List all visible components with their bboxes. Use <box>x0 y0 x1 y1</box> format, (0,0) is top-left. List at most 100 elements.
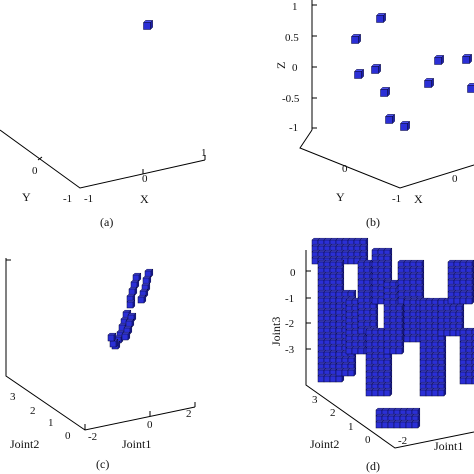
voxel <box>443 329 451 337</box>
voxel <box>471 353 474 361</box>
voxel <box>143 22 151 30</box>
panel-b-points <box>350 12 474 132</box>
voxel <box>380 89 388 97</box>
voxel <box>385 116 393 124</box>
voxel <box>381 421 389 429</box>
panel-c-caption: (c) <box>96 457 109 471</box>
voxel <box>317 375 325 383</box>
voxel <box>419 389 427 397</box>
voxel <box>347 257 355 265</box>
panel-c-y-label: Joint2 <box>10 437 39 451</box>
voxel <box>126 301 134 309</box>
panel-b-x-tick: -1 <box>392 193 401 205</box>
voxel <box>137 296 145 304</box>
panel-a-y-label: Y <box>22 190 31 204</box>
panel-c-voxels <box>107 268 154 350</box>
voxel <box>437 329 445 337</box>
voxel <box>371 66 379 74</box>
panel-c: 3 2 1 0 -2 0 2 Joint2 Joint1 (c) <box>5 258 196 471</box>
panel-b-x-tick: 0 <box>452 173 458 185</box>
panel-a-axes <box>0 129 206 189</box>
voxel <box>335 369 343 377</box>
voxel <box>365 389 373 397</box>
voxel <box>371 297 379 305</box>
panel-a-x-tick: 1 <box>201 147 207 159</box>
voxel <box>357 347 365 355</box>
panel-b-z-label: Z <box>274 62 288 69</box>
voxel <box>471 377 474 385</box>
voxel <box>471 335 474 343</box>
voxel <box>109 340 117 348</box>
voxel <box>383 347 391 355</box>
panel-d-voxels <box>311 237 474 429</box>
voxel <box>354 71 362 79</box>
panel-c-x-tick: -2 <box>88 431 97 443</box>
voxel <box>437 389 445 397</box>
panel-d-z-tick: -1 <box>285 293 294 305</box>
voxel <box>447 297 455 305</box>
voxel <box>347 369 355 377</box>
voxel <box>459 297 467 305</box>
panel-c-x-label: Joint1 <box>122 437 151 451</box>
panel-b-x-label: X <box>414 192 423 206</box>
panel-d-y-tick: 2 <box>330 407 336 419</box>
voxel <box>449 329 457 337</box>
panel-b-z-tick: -0.5 <box>282 93 300 105</box>
panel-a-x-tick: -1 <box>84 193 93 205</box>
voxel <box>471 359 474 367</box>
panel-c-x-tick: 0 <box>147 419 153 431</box>
panel-a-y-tick: -1 <box>63 193 72 205</box>
panel-c-x-tick: 2 <box>186 408 192 420</box>
voxel <box>351 347 359 355</box>
panel-d-z-tick: -2 <box>285 318 294 330</box>
panel-b-z-tick: 0 <box>292 62 298 74</box>
panel-d-y-label: Joint2 <box>310 437 339 451</box>
panel-b-z-tick: 1 <box>292 1 298 13</box>
voxel <box>471 329 474 337</box>
voxel <box>431 389 439 397</box>
panel-b: 1 0.5 0 -0.5 -1 Z 0 -1 0 Y X (b) <box>274 0 474 229</box>
voxel <box>403 335 411 343</box>
panel-d-caption: (d) <box>366 459 380 473</box>
voxel <box>425 389 433 397</box>
voxel <box>393 421 401 429</box>
voxel <box>462 56 470 64</box>
voxel <box>329 375 337 383</box>
panel-b-axes <box>299 0 474 189</box>
voxel <box>424 80 432 88</box>
voxel <box>351 36 359 44</box>
panel-d: 0 -1 -2 -3 Joint3 3 2 1 0 -2 Joint2 Join… <box>269 237 474 473</box>
panel-b-y-label: Y <box>336 190 345 204</box>
voxel <box>397 297 405 305</box>
panel-d-z-tick: 0 <box>290 267 296 279</box>
panel-b-caption: (b) <box>366 215 380 229</box>
panel-d-y-tick: 3 <box>312 394 318 406</box>
voxel <box>121 333 129 341</box>
panel-c-y-tick: 3 <box>10 391 16 403</box>
voxel <box>434 57 442 65</box>
voxel <box>371 389 379 397</box>
panel-c-y-tick: 1 <box>48 417 54 429</box>
panel-a-points <box>142 19 154 31</box>
voxel <box>409 335 417 343</box>
voxel <box>471 341 474 349</box>
voxel <box>459 377 467 385</box>
voxel <box>345 347 353 355</box>
voxel <box>471 371 474 379</box>
voxel <box>376 15 384 23</box>
panel-d-x-label: Joint1 <box>434 439 463 453</box>
panel-b-z-tick: -1 <box>289 122 298 134</box>
panel-d-z-tick: -3 <box>285 344 295 356</box>
panel-a: 0 -1 -1 0 1 Y X (a) <box>0 19 207 229</box>
voxel <box>323 375 331 383</box>
voxel <box>467 85 474 93</box>
voxel <box>375 421 383 429</box>
panel-a-x-tick: 0 <box>142 173 148 185</box>
panel-d-z-label: Joint3 <box>269 317 283 346</box>
voxel <box>465 297 473 305</box>
voxel <box>400 123 408 131</box>
voxel <box>399 421 407 429</box>
voxel <box>465 377 473 385</box>
panel-c-y-tick: 0 <box>65 430 71 442</box>
